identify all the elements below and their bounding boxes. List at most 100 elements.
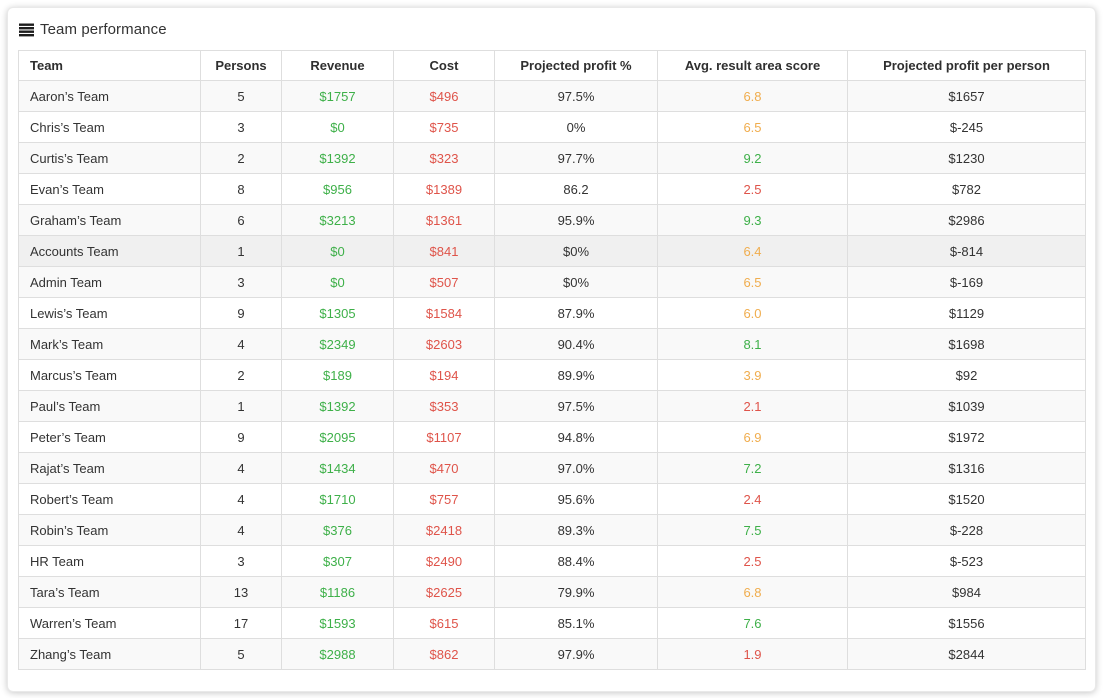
revenue-cell: $0 bbox=[281, 111, 394, 143]
profit-per-person-cell: $1972 bbox=[847, 421, 1086, 453]
table-row[interactable]: Zhang’s Team 5 $2988 $862 97.9% 1.9 $2844 bbox=[18, 638, 1086, 670]
score-cell: 6.4 bbox=[657, 235, 848, 267]
table-row[interactable]: HR Team 3 $307 $2490 88.4% 2.5 $-523 bbox=[18, 545, 1086, 577]
table-row[interactable]: Admin Team 3 $0 $507 $0% 6.5 $-169 bbox=[18, 266, 1086, 298]
team-cell: Curtis’s Team bbox=[18, 142, 201, 174]
table-row[interactable]: Robin’s Team 4 $376 $2418 89.3% 7.5 $-228 bbox=[18, 514, 1086, 546]
persons-cell: 4 bbox=[200, 328, 282, 360]
table-header-row: Team Persons Revenue Cost Projected profit %… bbox=[18, 50, 1086, 81]
persons-cell: 3 bbox=[200, 545, 282, 577]
profit-pct-cell: 89.9% bbox=[494, 359, 658, 391]
list-icon bbox=[19, 23, 34, 37]
column-header-score: Avg. result area score bbox=[657, 50, 848, 81]
profit-pct-cell: 97.0% bbox=[494, 452, 658, 484]
cost-cell: $615 bbox=[393, 607, 495, 639]
cost-cell: $862 bbox=[393, 638, 495, 670]
score-cell: 6.5 bbox=[657, 266, 848, 298]
revenue-cell: $3213 bbox=[281, 204, 394, 236]
profit-pct-cell: 87.9% bbox=[494, 297, 658, 329]
column-header-persons: Persons bbox=[200, 50, 282, 81]
persons-cell: 9 bbox=[200, 421, 282, 453]
table-row[interactable]: Peter’s Team 9 $2095 $1107 94.8% 6.9 $1972 bbox=[18, 421, 1086, 453]
profit-per-person-cell: $1129 bbox=[847, 297, 1086, 329]
score-cell: 7.6 bbox=[657, 607, 848, 639]
revenue-cell: $1305 bbox=[281, 297, 394, 329]
table-row[interactable]: Paul’s Team 1 $1392 $353 97.5% 2.1 $1039 bbox=[18, 390, 1086, 422]
cost-cell: $2490 bbox=[393, 545, 495, 577]
table-row[interactable]: Warren’s Team 17 $1593 $615 85.1% 7.6 $1556 bbox=[18, 607, 1086, 639]
table-body: Aaron’s Team 5 $1757 $496 97.5% 6.8 $1657 Chris… bbox=[18, 80, 1086, 670]
profit-pct-cell: 90.4% bbox=[494, 328, 658, 360]
profit-per-person-cell: $1230 bbox=[847, 142, 1086, 174]
profit-pct-cell: 97.7% bbox=[494, 142, 658, 174]
profit-pct-cell: 88.4% bbox=[494, 545, 658, 577]
revenue-cell: $2349 bbox=[281, 328, 394, 360]
score-cell: 9.3 bbox=[657, 204, 848, 236]
team-performance-table: Team Persons Revenue Cost Projected profit %… bbox=[18, 50, 1086, 670]
profit-per-person-cell: $1657 bbox=[847, 80, 1086, 112]
column-header-team: Team bbox=[18, 50, 201, 81]
table-row[interactable]: Graham’s Team 6 $3213 $1361 95.9% 9.3 $2986 bbox=[18, 204, 1086, 236]
score-cell: 2.5 bbox=[657, 545, 848, 577]
revenue-cell: $2988 bbox=[281, 638, 394, 670]
team-cell: HR Team bbox=[18, 545, 201, 577]
persons-cell: 1 bbox=[200, 235, 282, 267]
persons-cell: 9 bbox=[200, 297, 282, 329]
score-cell: 7.5 bbox=[657, 514, 848, 546]
profit-pct-cell: 89.3% bbox=[494, 514, 658, 546]
profit-per-person-cell: $984 bbox=[847, 576, 1086, 608]
persons-cell: 4 bbox=[200, 514, 282, 546]
table-row[interactable]: Aaron’s Team 5 $1757 $496 97.5% 6.8 $1657 bbox=[18, 80, 1086, 112]
profit-per-person-cell: $-245 bbox=[847, 111, 1086, 143]
score-cell: 2.5 bbox=[657, 173, 848, 205]
team-cell: Paul’s Team bbox=[18, 390, 201, 422]
table-row[interactable]: Robert’s Team 4 $1710 $757 95.6% 2.4 $1520 bbox=[18, 483, 1086, 515]
profit-pct-cell: 97.5% bbox=[494, 80, 658, 112]
cost-cell: $2625 bbox=[393, 576, 495, 608]
team-cell: Evan’s Team bbox=[18, 173, 201, 205]
cost-cell: $470 bbox=[393, 452, 495, 484]
persons-cell: 2 bbox=[200, 359, 282, 391]
team-cell: Mark’s Team bbox=[18, 328, 201, 360]
table-row[interactable]: Curtis’s Team 2 $1392 $323 97.7% 9.2 $1230 bbox=[18, 142, 1086, 174]
team-cell: Rajat’s Team bbox=[18, 452, 201, 484]
table-row[interactable]: Rajat’s Team 4 $1434 $470 97.0% 7.2 $1316 bbox=[18, 452, 1086, 484]
cost-cell: $353 bbox=[393, 390, 495, 422]
profit-pct-cell: 79.9% bbox=[494, 576, 658, 608]
table-row[interactable]: Accounts Team 1 $0 $841 $0% 6.4 $-814 bbox=[18, 235, 1086, 267]
column-header-revenue: Revenue bbox=[281, 50, 394, 81]
profit-per-person-cell: $1698 bbox=[847, 328, 1086, 360]
revenue-cell: $376 bbox=[281, 514, 394, 546]
score-cell: 6.5 bbox=[657, 111, 848, 143]
cost-cell: $735 bbox=[393, 111, 495, 143]
table-row[interactable]: Tara’s Team 13 $1186 $2625 79.9% 6.8 $984 bbox=[18, 576, 1086, 608]
profit-per-person-cell: $92 bbox=[847, 359, 1086, 391]
score-cell: 3.9 bbox=[657, 359, 848, 391]
profit-per-person-cell: $782 bbox=[847, 173, 1086, 205]
table-row[interactable]: Chris’s Team 3 $0 $735 0% 6.5 $-245 bbox=[18, 111, 1086, 143]
table-row[interactable]: Mark’s Team 4 $2349 $2603 90.4% 8.1 $1698 bbox=[18, 328, 1086, 360]
profit-per-person-cell: $1520 bbox=[847, 483, 1086, 515]
profit-per-person-cell: $-523 bbox=[847, 545, 1086, 577]
revenue-cell: $2095 bbox=[281, 421, 394, 453]
column-header-profit-per-person: Projected profit per person bbox=[847, 50, 1086, 81]
table-row[interactable]: Marcus’s Team 2 $189 $194 89.9% 3.9 $92 bbox=[18, 359, 1086, 391]
table-row[interactable]: Lewis’s Team 9 $1305 $1584 87.9% 6.0 $1129 bbox=[18, 297, 1086, 329]
persons-cell: 4 bbox=[200, 452, 282, 484]
cost-cell: $1584 bbox=[393, 297, 495, 329]
persons-cell: 5 bbox=[200, 638, 282, 670]
cost-cell: $757 bbox=[393, 483, 495, 515]
table-row[interactable]: Evan’s Team 8 $956 $1389 86.2 2.5 $782 bbox=[18, 173, 1086, 205]
revenue-cell: $1710 bbox=[281, 483, 394, 515]
revenue-cell: $0 bbox=[281, 235, 394, 267]
revenue-cell: $0 bbox=[281, 266, 394, 298]
profit-pct-cell: $0% bbox=[494, 235, 658, 267]
cost-cell: $194 bbox=[393, 359, 495, 391]
persons-cell: 3 bbox=[200, 111, 282, 143]
cost-cell: $2418 bbox=[393, 514, 495, 546]
cost-cell: $2603 bbox=[393, 328, 495, 360]
persons-cell: 17 bbox=[200, 607, 282, 639]
score-cell: 6.8 bbox=[657, 576, 848, 608]
score-cell: 1.9 bbox=[657, 638, 848, 670]
profit-per-person-cell: $1316 bbox=[847, 452, 1086, 484]
